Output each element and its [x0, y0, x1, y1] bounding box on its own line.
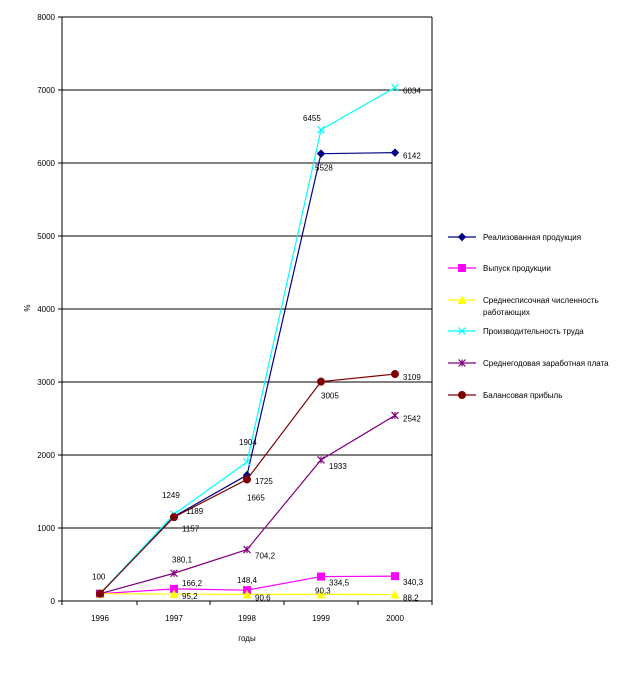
- legend-marker-4: [458, 359, 466, 367]
- legend-item-1: Выпуск продукции: [448, 264, 551, 273]
- data-point-3-2: [243, 458, 251, 466]
- x-axis-ticks: 1996 1997 1998 1999 2000: [61, 601, 433, 623]
- x-tick-label: 1999: [312, 614, 330, 623]
- data-point-1-4: [391, 572, 399, 581]
- legend-item-3: Производительность труда: [448, 327, 584, 336]
- y-tick-label: 7000: [37, 86, 55, 95]
- data-point-4-1: [170, 569, 178, 578]
- legend-label: Балансовая прибыль: [483, 391, 562, 400]
- data-label: 88,2: [403, 594, 419, 603]
- legend-marker-0: [457, 232, 467, 242]
- data-point-2-2: [242, 589, 252, 599]
- data-point-4-3: [317, 455, 325, 464]
- data-point-2-4: [390, 589, 400, 599]
- y-tick-label: 6000: [37, 159, 55, 168]
- data-labels: 1157 1725 5528 6142 166,2 148,4 334,5 340,3 95,2…: [92, 87, 424, 603]
- data-label: 6034: [403, 87, 421, 96]
- data-label: 148,4: [237, 576, 258, 585]
- data-point-0-4: [390, 148, 400, 157]
- data-point-5-4: [391, 370, 399, 379]
- data-point-3-3: [317, 125, 325, 134]
- y-tick-label: 3000: [37, 378, 55, 387]
- legend: Реализованная продукция Выпуск продукции С…: [448, 232, 609, 400]
- data-point-4-4: [391, 411, 399, 420]
- data-label: 1249: [162, 491, 180, 500]
- legend-item-2: Среднесписочная численность работающих: [448, 295, 599, 317]
- y-tick-label: 8000: [37, 13, 55, 22]
- data-label: 5528: [315, 164, 333, 173]
- data-point-0-3: [316, 149, 326, 158]
- data-label: 340,3: [403, 578, 424, 587]
- y-tick-label: 0: [51, 597, 56, 606]
- data-label: 166,2: [182, 579, 203, 588]
- legend-marker-1: [458, 264, 466, 272]
- data-label: 95,2: [182, 592, 198, 601]
- y-axis-ticks: 0 1000 2000 3000 4000 5000 6000 7000 8000: [37, 13, 62, 606]
- legend-label: Производительность труда: [483, 327, 584, 336]
- data-label: 90,3: [315, 586, 331, 595]
- data-label: 6455: [303, 114, 321, 123]
- legend-marker-3: [458, 327, 466, 335]
- x-tick-label: 1996: [91, 614, 109, 623]
- legend-item-4: Среднегодовая заработная плата: [448, 359, 609, 368]
- legend-marker-5: [458, 391, 466, 399]
- data-label: 90,6: [255, 593, 271, 602]
- y-tick-label: 1000: [37, 524, 55, 533]
- y-tick-label: 2000: [37, 451, 55, 460]
- data-point-5-3: [317, 377, 325, 386]
- data-point-2-3: [316, 589, 326, 599]
- data-label: 6142: [403, 152, 421, 161]
- gridlines: [62, 16, 432, 529]
- data-label: 334,5: [329, 579, 350, 588]
- series-layer: [95, 83, 400, 599]
- data-label: 1157: [182, 525, 200, 534]
- legend-marker-2: [457, 295, 467, 304]
- data-label: 1665: [247, 493, 265, 502]
- y-axis-title: %: [23, 304, 32, 311]
- legend-label: Выпуск продукции: [483, 264, 551, 273]
- data-label: 100: [92, 573, 106, 582]
- data-label: 380,1: [172, 555, 193, 564]
- data-label: 704,2: [255, 552, 276, 561]
- legend-item-5: Балансовая прибыль: [448, 391, 562, 400]
- data-label: 2542: [403, 414, 421, 423]
- data-point-3-4: [391, 83, 399, 92]
- data-point-5-2: [243, 475, 251, 484]
- data-point-1-3: [317, 572, 325, 581]
- legend-label: Реализованная продукция: [483, 233, 581, 242]
- data-label: 3005: [321, 392, 339, 401]
- data-point-5-0: [96, 589, 104, 598]
- x-tick-label: 2000: [386, 614, 404, 623]
- legend-label: работающих: [483, 308, 530, 317]
- data-label: 1189: [186, 507, 204, 516]
- data-point-2-1: [169, 589, 179, 599]
- y-tick-label: 4000: [37, 305, 55, 314]
- y-tick-label: 5000: [37, 232, 55, 241]
- x-tick-label: 1998: [238, 614, 256, 623]
- legend-label: Среднегодовая заработная плата: [483, 359, 609, 368]
- x-axis-title: годы: [238, 634, 256, 643]
- data-label: 1904: [239, 438, 257, 447]
- series-line-5: [99, 373, 396, 595]
- data-label: 1725: [255, 477, 273, 486]
- data-label: 1933: [329, 462, 347, 471]
- x-tick-label: 1997: [165, 614, 183, 623]
- data-point-4-2: [243, 545, 251, 554]
- data-label: 3109: [403, 373, 421, 382]
- legend-label: Среднесписочная численность: [483, 296, 599, 305]
- data-point-5-1: [170, 513, 178, 522]
- legend-item-0: Реализованная продукция: [448, 232, 581, 242]
